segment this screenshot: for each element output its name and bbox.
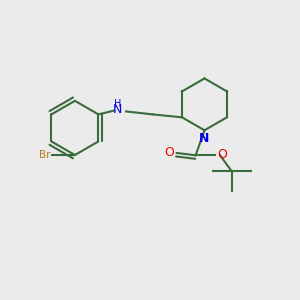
Text: Br: Br bbox=[39, 150, 51, 160]
Text: O: O bbox=[217, 148, 227, 161]
Text: N: N bbox=[112, 103, 122, 116]
Text: H: H bbox=[113, 99, 121, 110]
Text: O: O bbox=[164, 146, 174, 159]
Text: N: N bbox=[199, 132, 210, 145]
